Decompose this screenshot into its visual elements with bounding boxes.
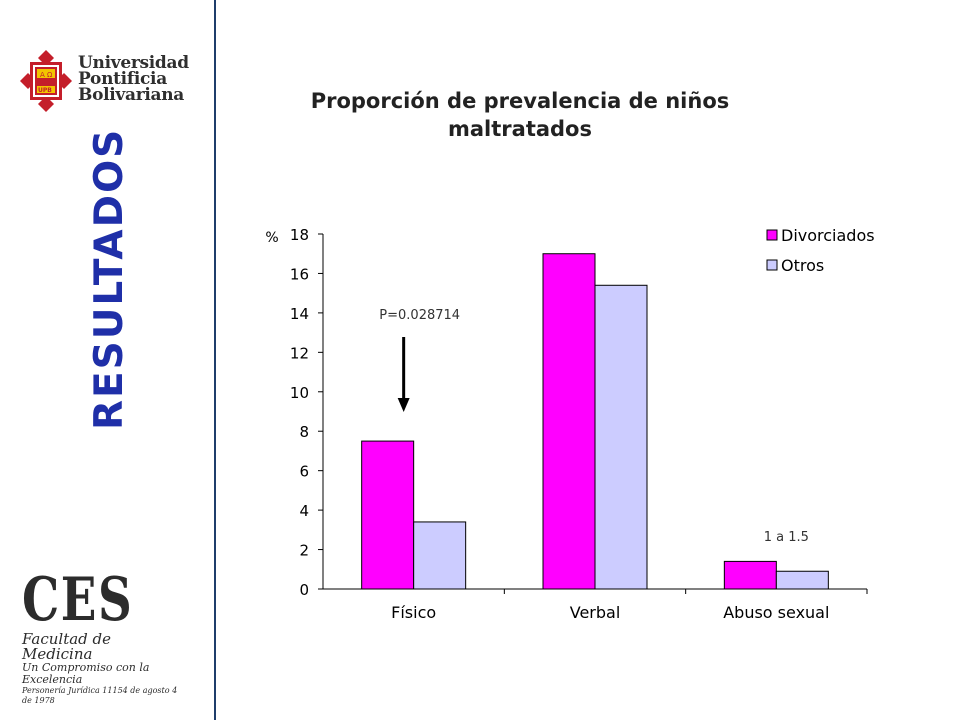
y-tick-label: 18 [290, 226, 309, 244]
legend-swatch-0 [766, 229, 778, 241]
x-tick-label: Abuso sexual [723, 603, 829, 622]
upb-logo: A Ω UPB [20, 50, 72, 112]
upb-line-1: Universidad [78, 53, 189, 73]
y-tick-label: 4 [299, 502, 309, 520]
chart-title: Proporción de prevalencia de niños maltr… [310, 89, 730, 141]
legend-label-1: Otros [781, 256, 824, 275]
bar-otros-2 [775, 570, 829, 590]
bar-otros-1 [594, 284, 648, 590]
y-tick-label: 16 [290, 265, 309, 283]
annotation-arrowhead-icon [397, 398, 410, 412]
ces-mark: CES [22, 565, 134, 635]
shield-letters-upb: UPB [38, 87, 52, 94]
vertical-divider [214, 0, 216, 720]
legend-swatch-1 [766, 259, 778, 271]
legend-label-0: Divorciados [781, 226, 875, 245]
y-tick-label: 8 [299, 423, 309, 441]
y-tick-label: 0 [299, 581, 309, 599]
x-tick-label: Verbal [570, 603, 621, 622]
y-tick-label: 12 [290, 344, 309, 362]
shield-letter-alpha: A [40, 71, 45, 79]
y-tick-label: 14 [290, 305, 309, 323]
y-tick-label: 10 [290, 384, 309, 402]
ces-faculty: Facultad de Medicina [22, 630, 112, 663]
y-axis-label: % [265, 230, 278, 246]
bar-divorciados-2 [723, 560, 777, 590]
ces-logo: CES Facultad de Medicina Un Compromiso c… [22, 570, 182, 706]
upb-line-2: Pontificia [78, 69, 167, 89]
bar-otros-0 [413, 521, 467, 590]
upb-wordmark: Universidad Pontificia Bolivariana [78, 53, 189, 105]
bar-divorciados-1 [542, 253, 596, 590]
x-tick-label: Físico [391, 603, 436, 622]
shield-letter-omega: Ω [47, 71, 53, 79]
bar-divorciados-0 [361, 440, 415, 590]
ces-motto: Un Compromiso con la Excelencia [22, 661, 150, 686]
annotation-ratio: 1 a 1.5 [764, 530, 809, 545]
annotation-pvalue: P=0.028714 [379, 308, 460, 323]
ces-legal: Personería Jurídica 11154 de agosto 4 de… [22, 686, 178, 705]
upb-line-3: Bolivariana [78, 85, 185, 105]
y-tick-label: 6 [299, 463, 309, 481]
y-tick-label: 2 [299, 542, 309, 560]
upb-shield-icon: A Ω UPB [20, 50, 72, 112]
